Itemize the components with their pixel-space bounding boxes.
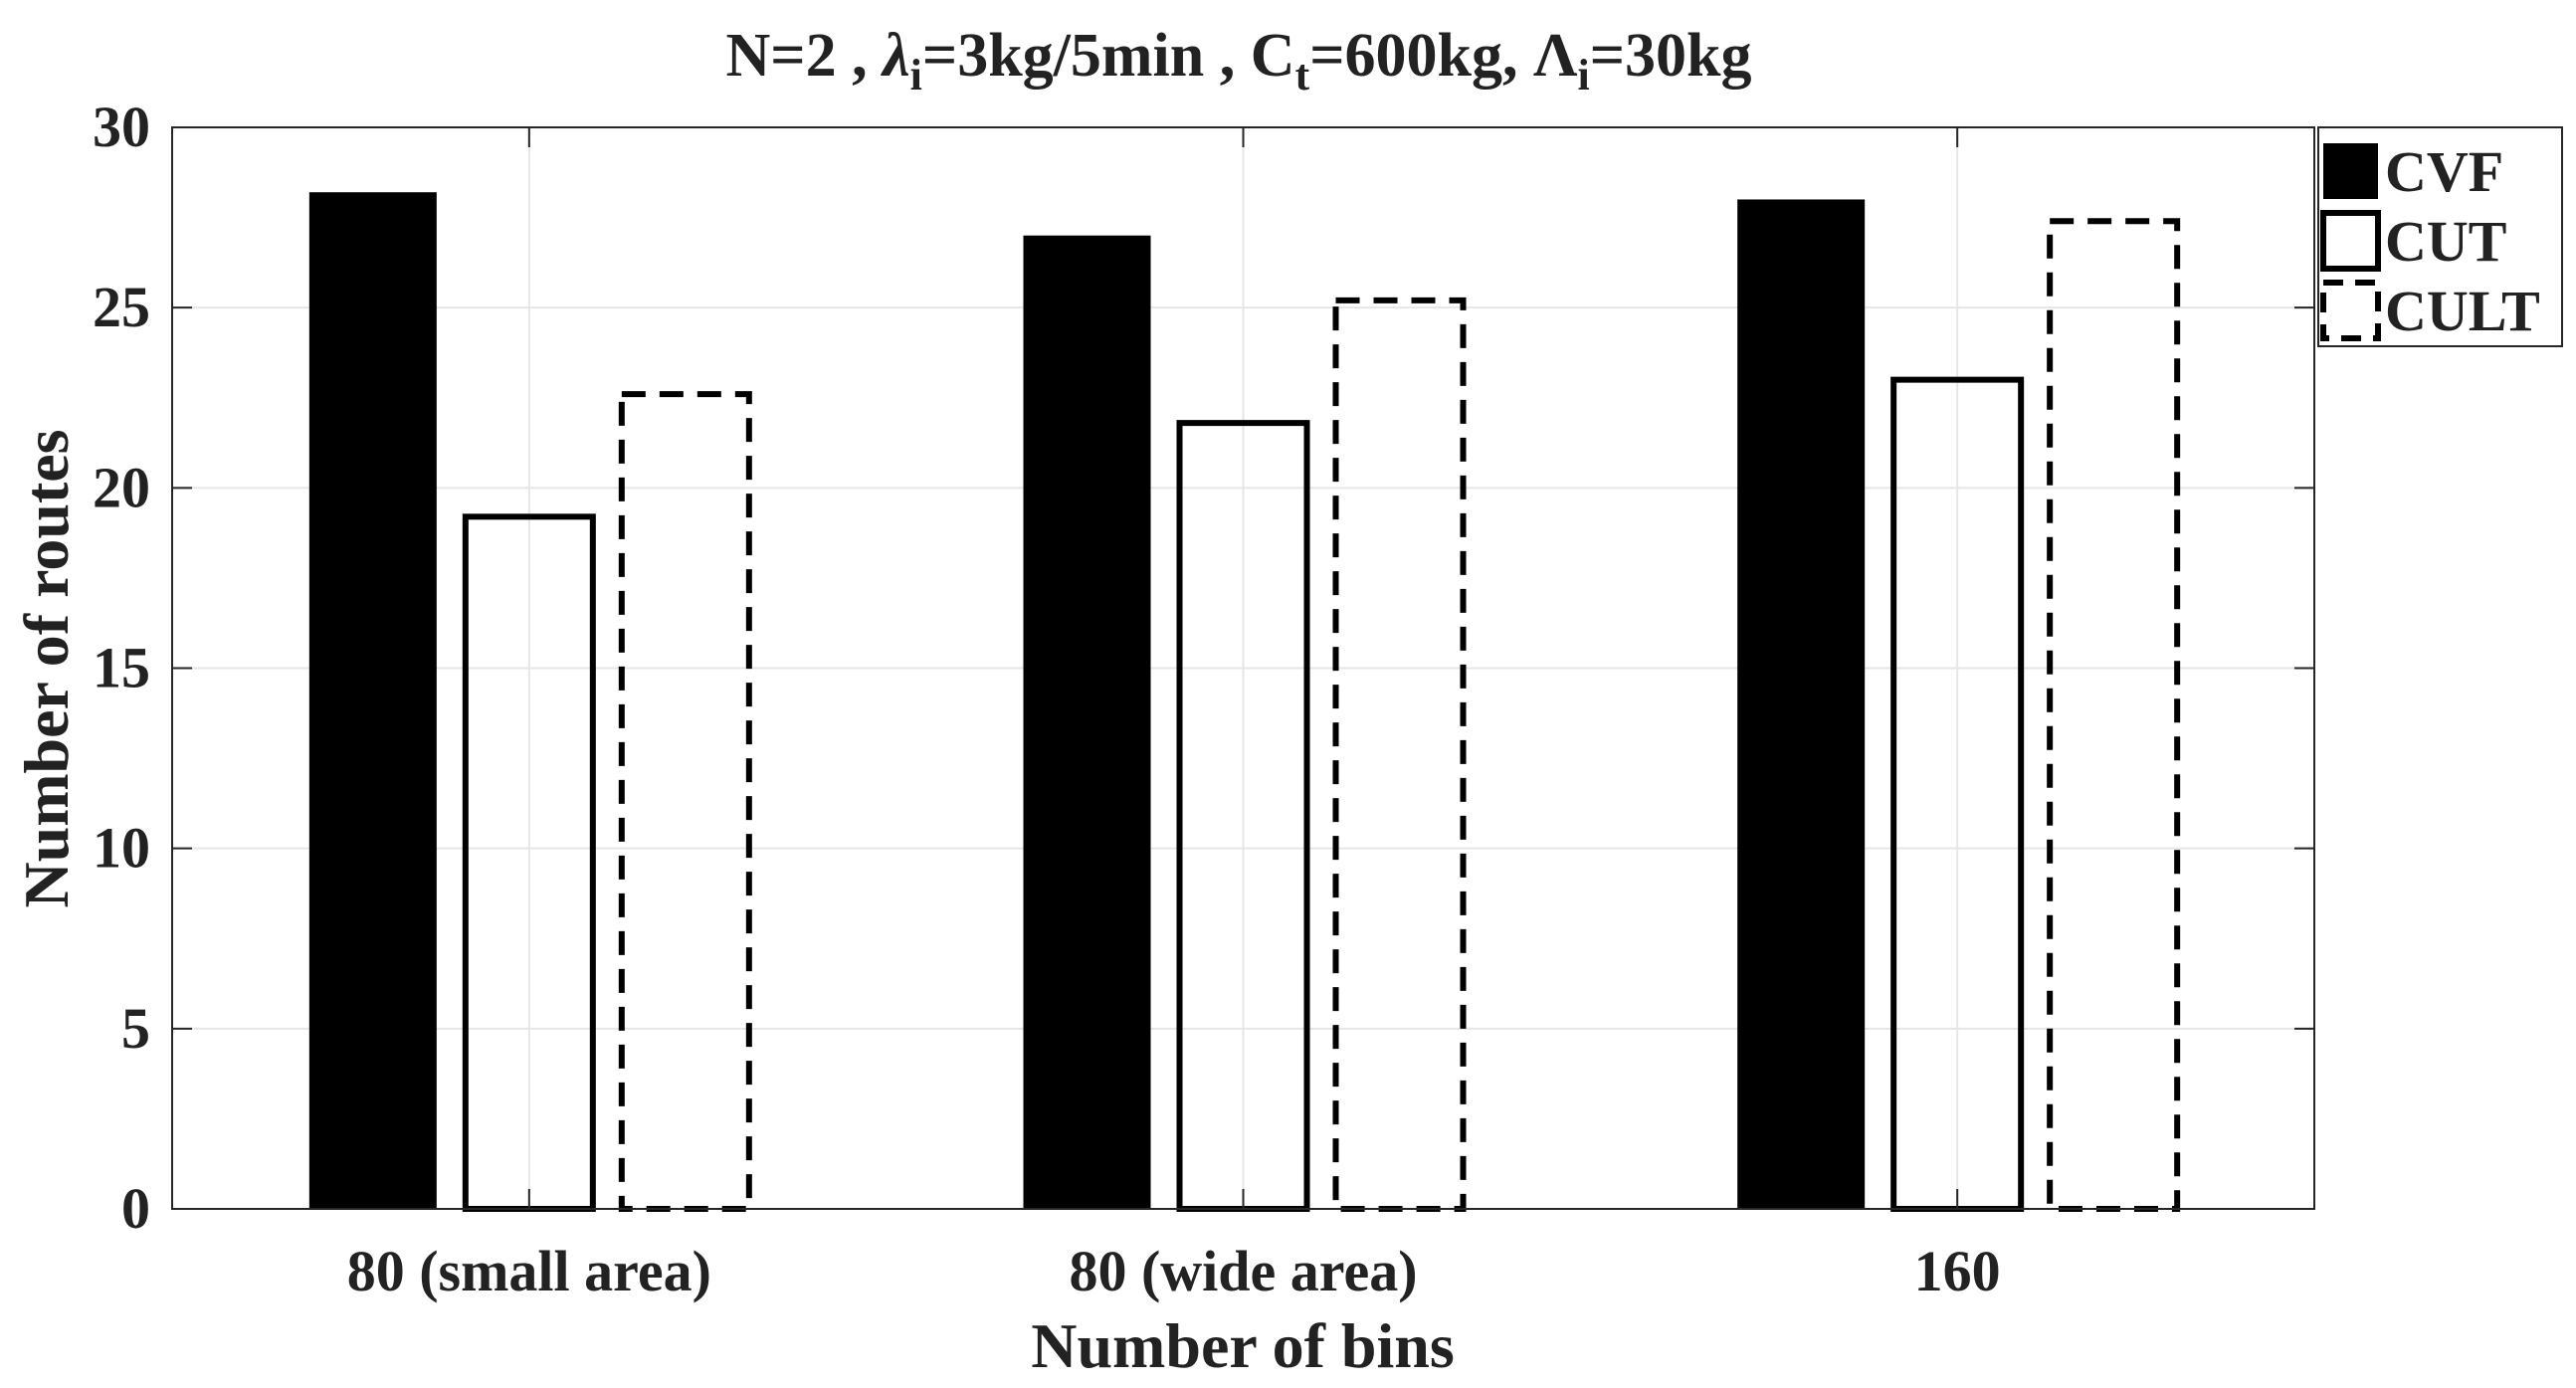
chart-title: N=2 , λi=3kg/5min , Ct=600kg, Λi=30kg xyxy=(725,22,1751,99)
y-tick-label: 10 xyxy=(93,816,150,881)
axis-ticks xyxy=(172,126,2314,1210)
bar-cvf xyxy=(308,192,437,1210)
x-tick-label: 160 xyxy=(1914,1239,2001,1303)
legend-swatch-cult xyxy=(2320,280,2381,341)
plot-area xyxy=(171,126,2315,1213)
legend-swatch-cut xyxy=(2320,210,2381,272)
bars xyxy=(308,192,2181,1213)
x-tick-label: 80 (wide area) xyxy=(1069,1239,1417,1303)
y-tick-label: 0 xyxy=(121,1176,150,1241)
bar-cvf xyxy=(1737,199,1866,1209)
bar-cvf xyxy=(1023,235,1151,1209)
x-axis-title: Number of bins xyxy=(1031,1310,1455,1381)
grid-lines xyxy=(172,127,2314,1209)
y-tick-label: 15 xyxy=(93,636,150,700)
legend-label-cvf: CVF xyxy=(2385,139,2503,204)
y-tick-label: 20 xyxy=(93,455,150,519)
y-axis-title: Number of routes xyxy=(11,429,82,907)
x-tick-label: 80 (small area) xyxy=(347,1239,711,1303)
legend-swatch-cvf xyxy=(2323,143,2378,199)
y-tick-label: 30 xyxy=(93,95,150,159)
legend-label-cut: CUT xyxy=(2385,209,2506,274)
y-tick-label: 25 xyxy=(93,275,150,339)
legend-label-cult: CULT xyxy=(2385,279,2540,343)
y-tick-label: 5 xyxy=(121,996,150,1061)
